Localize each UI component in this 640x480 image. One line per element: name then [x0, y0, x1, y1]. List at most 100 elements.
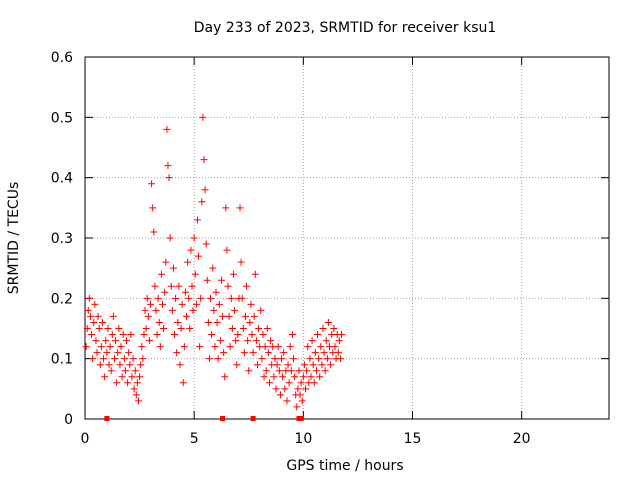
- data-point: [321, 367, 329, 375]
- data-point: [309, 361, 317, 369]
- data-point: [177, 325, 185, 332]
- data-point: [142, 325, 150, 332]
- data-point: [97, 343, 105, 351]
- data-point: [184, 258, 192, 266]
- data-point: [100, 355, 108, 363]
- data-point: [323, 355, 331, 363]
- data-point: [330, 325, 338, 332]
- data-point: [267, 337, 275, 345]
- data-point: [197, 294, 205, 302]
- data-point: [128, 373, 136, 381]
- data-point: [306, 355, 314, 363]
- data-point: [303, 367, 311, 375]
- data-point: [233, 361, 241, 369]
- data-point: [213, 318, 221, 326]
- data-point: [175, 282, 183, 290]
- data-point: [243, 282, 251, 290]
- data-point: [159, 300, 167, 308]
- data-point: [249, 349, 257, 357]
- data-point: [200, 156, 208, 164]
- data-point: [148, 180, 156, 188]
- data-point: [227, 294, 235, 302]
- data-point: [163, 125, 171, 133]
- data-point: [191, 270, 199, 278]
- data-point: [178, 300, 186, 308]
- data-point: [131, 367, 139, 375]
- data-point: [294, 385, 302, 393]
- data-point: [317, 343, 325, 351]
- x-axis-label: GPS time / hours: [286, 458, 403, 474]
- data-point: [166, 234, 174, 242]
- zero-marker: [298, 416, 304, 421]
- data-point: [132, 391, 140, 399]
- data-point: [181, 288, 189, 296]
- data-point: [286, 343, 294, 351]
- data-point: [133, 379, 141, 387]
- data-point: [264, 349, 272, 357]
- data-point: [331, 343, 339, 351]
- data-point: [113, 379, 121, 387]
- data-point: [140, 331, 148, 339]
- data-point: [293, 403, 301, 411]
- data-point: [110, 355, 118, 363]
- data-point: [114, 349, 122, 357]
- x-tick-label: 5: [190, 431, 199, 447]
- data-point: [314, 331, 322, 339]
- data-point: [185, 294, 193, 302]
- data-point: [94, 312, 102, 320]
- data-point: [186, 325, 194, 332]
- data-point: [318, 361, 326, 369]
- data-point: [168, 306, 176, 314]
- data-point: [280, 349, 288, 357]
- x-tick-label: 10: [294, 431, 312, 447]
- data-point: [156, 343, 164, 351]
- data-point: [122, 337, 130, 345]
- data-point: [215, 300, 223, 308]
- data-point: [176, 361, 184, 369]
- data-point: [89, 355, 97, 363]
- data-point: [250, 312, 258, 320]
- data-point: [274, 343, 282, 351]
- data-point: [107, 367, 115, 375]
- data-point: [275, 367, 283, 375]
- data-point: [171, 331, 179, 339]
- data-point: [149, 204, 157, 212]
- data-point: [270, 373, 278, 381]
- data-point: [103, 349, 111, 357]
- data-point: [297, 379, 305, 387]
- data-point: [237, 258, 245, 266]
- data-point: [272, 385, 280, 393]
- data-point: [336, 355, 344, 363]
- data-point: [278, 355, 285, 363]
- data-point: [216, 337, 224, 345]
- data-point: [211, 343, 219, 351]
- data-point: [252, 337, 260, 345]
- data-point: [199, 113, 207, 121]
- data-point: [104, 325, 112, 332]
- data-point: [207, 294, 215, 302]
- data-point: [195, 252, 203, 260]
- data-point: [219, 312, 227, 320]
- data-point: [180, 343, 188, 351]
- data-point: [319, 325, 327, 332]
- data-point: [119, 331, 127, 339]
- data-point: [232, 337, 240, 345]
- data-point: [276, 391, 284, 399]
- data-point: [287, 367, 295, 375]
- data-point: [224, 282, 232, 290]
- data-point: [198, 198, 206, 206]
- data-point: [102, 337, 110, 345]
- y-tick-label: 0.2: [51, 291, 73, 307]
- y-tick-label: 0.4: [51, 171, 73, 187]
- data-point: [338, 331, 346, 339]
- data-point: [139, 355, 147, 363]
- data-point: [220, 349, 228, 357]
- data-point: [258, 355, 266, 363]
- data-point: [253, 361, 261, 369]
- data-point: [118, 373, 126, 381]
- data-point: [83, 325, 91, 332]
- data-point: [222, 204, 230, 212]
- data-point: [304, 343, 312, 351]
- data-point: [188, 282, 196, 290]
- data-point: [193, 216, 201, 224]
